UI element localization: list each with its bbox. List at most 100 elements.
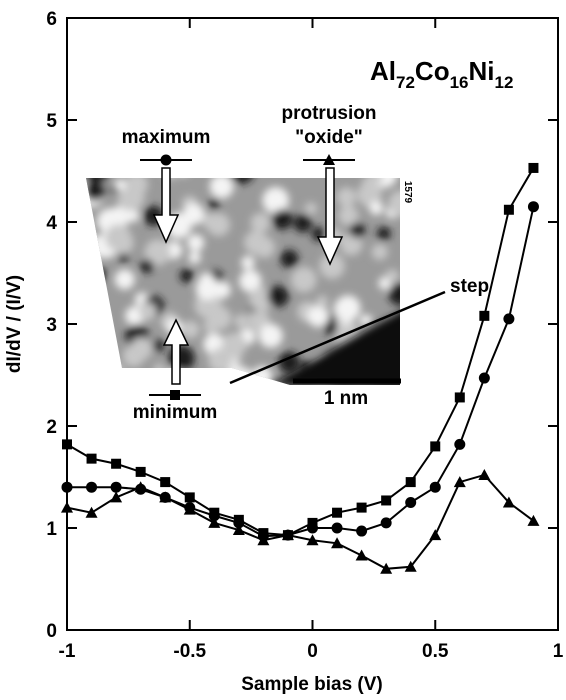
image-blob (293, 214, 312, 233)
image-blob (199, 272, 214, 288)
marker (355, 549, 368, 561)
image-blob (258, 323, 283, 348)
image-blob (86, 298, 88, 313)
image-blob (179, 166, 189, 176)
image-blob (369, 201, 384, 215)
image-blob (89, 266, 106, 284)
marker (454, 438, 466, 450)
image-blob (86, 178, 110, 183)
marker (528, 162, 539, 173)
marker (86, 453, 97, 464)
image-blob (86, 225, 99, 246)
image-blob (179, 268, 194, 283)
image-blob (370, 178, 383, 185)
image-blob (376, 226, 391, 241)
image-blob (110, 231, 134, 255)
x-tick-label: 0 (307, 641, 318, 662)
x-axis-label: Sample bias (V) (241, 674, 383, 695)
marker (356, 525, 368, 537)
image-blob (248, 287, 273, 312)
image-blob (241, 255, 255, 270)
image-blob (319, 253, 345, 279)
legend-marker (160, 154, 172, 166)
image-blob (114, 178, 126, 191)
y-tick-label: 0 (46, 621, 57, 642)
legend-label: protrusion "oxide" (281, 103, 377, 148)
image-blob (250, 212, 271, 233)
image-blob (88, 311, 107, 330)
marker (527, 514, 540, 526)
marker (380, 517, 392, 529)
image-blob (130, 337, 153, 360)
marker (134, 481, 147, 493)
image-blob (210, 178, 225, 191)
image-blob (357, 182, 382, 207)
legend-entry: protrusion "oxide" (281, 103, 377, 148)
marker (257, 534, 270, 546)
marker (453, 476, 466, 488)
marker (208, 516, 221, 528)
image-blob (86, 331, 103, 347)
image-blob (221, 332, 247, 358)
y-tick-label: 2 (46, 417, 57, 438)
marker (232, 524, 245, 536)
y-tick-label: 6 (46, 9, 57, 30)
image-blob (340, 233, 363, 256)
y-tick-label: 1 (46, 519, 57, 540)
chart-title: Al72Co16Ni12 (370, 56, 513, 92)
image-blob (144, 239, 171, 266)
image-blob (234, 314, 249, 329)
step-label: step (450, 276, 489, 297)
marker (135, 466, 146, 477)
marker (184, 492, 195, 503)
image-blob (304, 202, 317, 215)
image-blob (385, 269, 399, 283)
legend-label: minimum (132, 402, 218, 423)
legend-label: maximum (121, 127, 211, 148)
image-blob (181, 320, 200, 339)
marker (430, 441, 441, 452)
marker (503, 204, 514, 215)
marker (503, 313, 515, 325)
marker (380, 562, 393, 574)
marker (332, 507, 343, 518)
marker (111, 458, 122, 469)
legend-marker (170, 390, 180, 400)
image-blob (307, 305, 329, 328)
x-tick-label: -0.5 (173, 641, 206, 662)
y-tick-label: 3 (46, 315, 57, 336)
marker (160, 477, 171, 488)
x-tick-label: -1 (59, 641, 76, 662)
image-blob (388, 190, 400, 217)
image-blob (152, 339, 165, 352)
image-blob (338, 205, 359, 226)
image-blob (280, 249, 299, 268)
stm-image (86, 166, 400, 385)
marker (478, 468, 491, 480)
series (61, 468, 540, 574)
image-blob (239, 269, 262, 293)
image-blob (278, 351, 301, 374)
image-blob (140, 259, 154, 274)
image-blob (118, 252, 129, 263)
marker (110, 481, 122, 493)
marker (527, 201, 539, 213)
image-blob (272, 209, 293, 230)
image-blob (388, 283, 400, 306)
image-blob (188, 251, 201, 264)
image-blob (371, 243, 388, 260)
image-blob (291, 266, 317, 293)
marker (61, 501, 73, 513)
marker (356, 502, 367, 513)
marker (479, 310, 490, 321)
x-tick-label: 1 (553, 641, 564, 662)
image-blob (124, 178, 149, 196)
y-tick-label: 4 (46, 213, 57, 234)
image-blob (86, 327, 99, 349)
marker (405, 497, 417, 508)
marker (110, 491, 123, 503)
marker (281, 529, 294, 541)
image-blob (253, 236, 275, 258)
marker (331, 537, 344, 549)
